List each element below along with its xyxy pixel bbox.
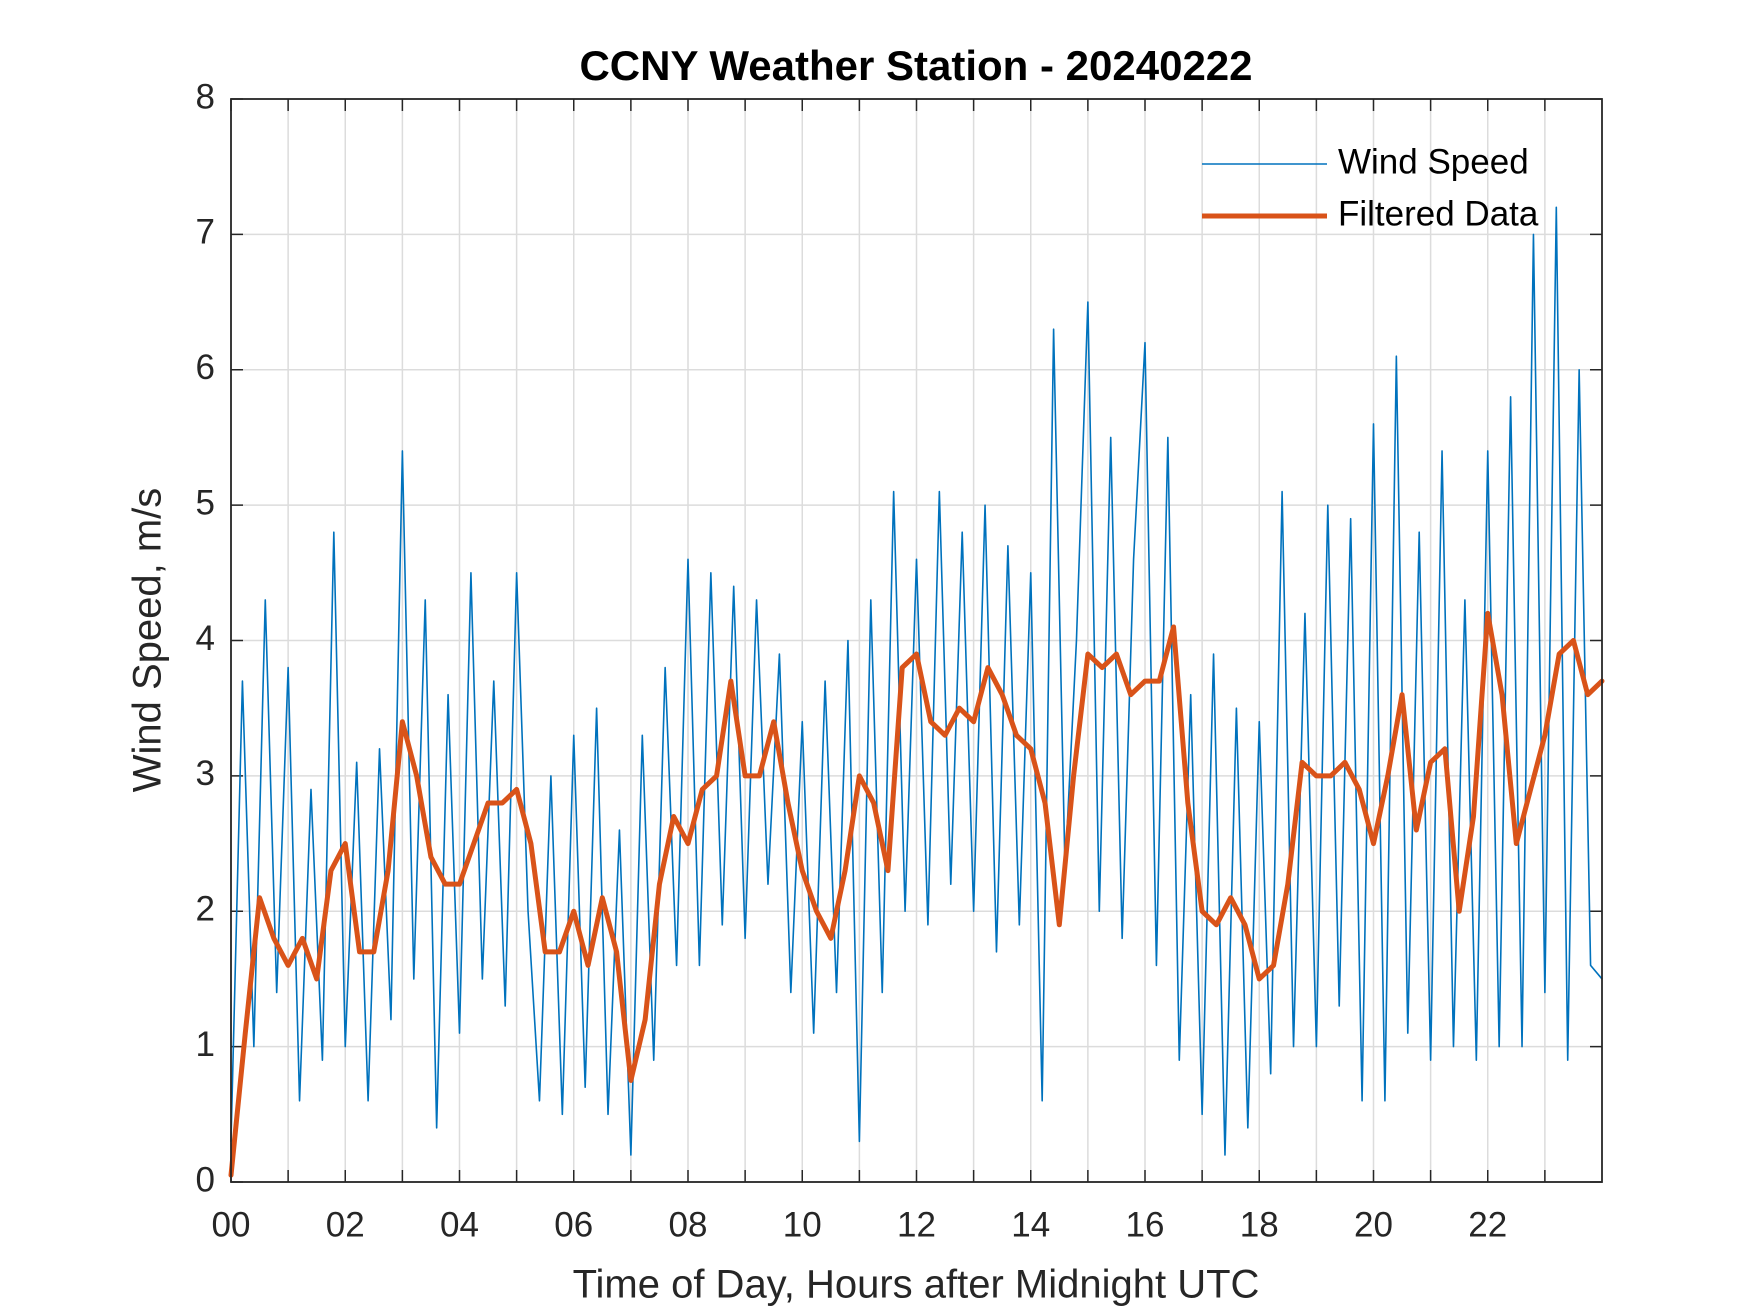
x-tick-label: 12 — [897, 1205, 936, 1244]
y-tick-label: 1 — [196, 1025, 215, 1064]
x-tick-label: 22 — [1468, 1205, 1507, 1244]
x-tick-label: 06 — [554, 1205, 593, 1244]
x-tick-label: 04 — [440, 1205, 479, 1244]
x-tick-label: 00 — [212, 1205, 251, 1244]
y-tick-label: 4 — [196, 619, 215, 658]
series-line — [228, 610, 1605, 1178]
legend-label: Wind Speed — [1338, 142, 1529, 181]
y-tick-label: 6 — [196, 348, 215, 387]
y-axis-label: Wind Speed, m/s — [126, 488, 170, 793]
x-tick-label: 18 — [1240, 1205, 1279, 1244]
y-tick-label: 7 — [196, 213, 215, 252]
y-tick-label: 2 — [196, 890, 215, 929]
x-tick-label: 10 — [783, 1205, 822, 1244]
axes-box — [230, 98, 1603, 1183]
series-line — [230, 206, 1603, 1156]
x-tick-label: 02 — [326, 1205, 365, 1244]
legend-label: Filtered Data — [1338, 194, 1539, 233]
x-axis-label: Time of Day, Hours after Midnight UTC — [573, 1263, 1260, 1307]
chart-title: CCNY Weather Station - 20240222 — [579, 42, 1252, 89]
x-tick-label: 08 — [669, 1205, 708, 1244]
x-tick-label: 20 — [1354, 1205, 1393, 1244]
y-tick-label: 0 — [196, 1160, 215, 1199]
y-tick-label: 3 — [196, 754, 215, 793]
y-tick-label: 5 — [196, 483, 215, 522]
x-tick-label: 16 — [1126, 1205, 1165, 1244]
x-tick-label: 14 — [1011, 1205, 1050, 1244]
y-tick-label: 8 — [196, 77, 215, 116]
